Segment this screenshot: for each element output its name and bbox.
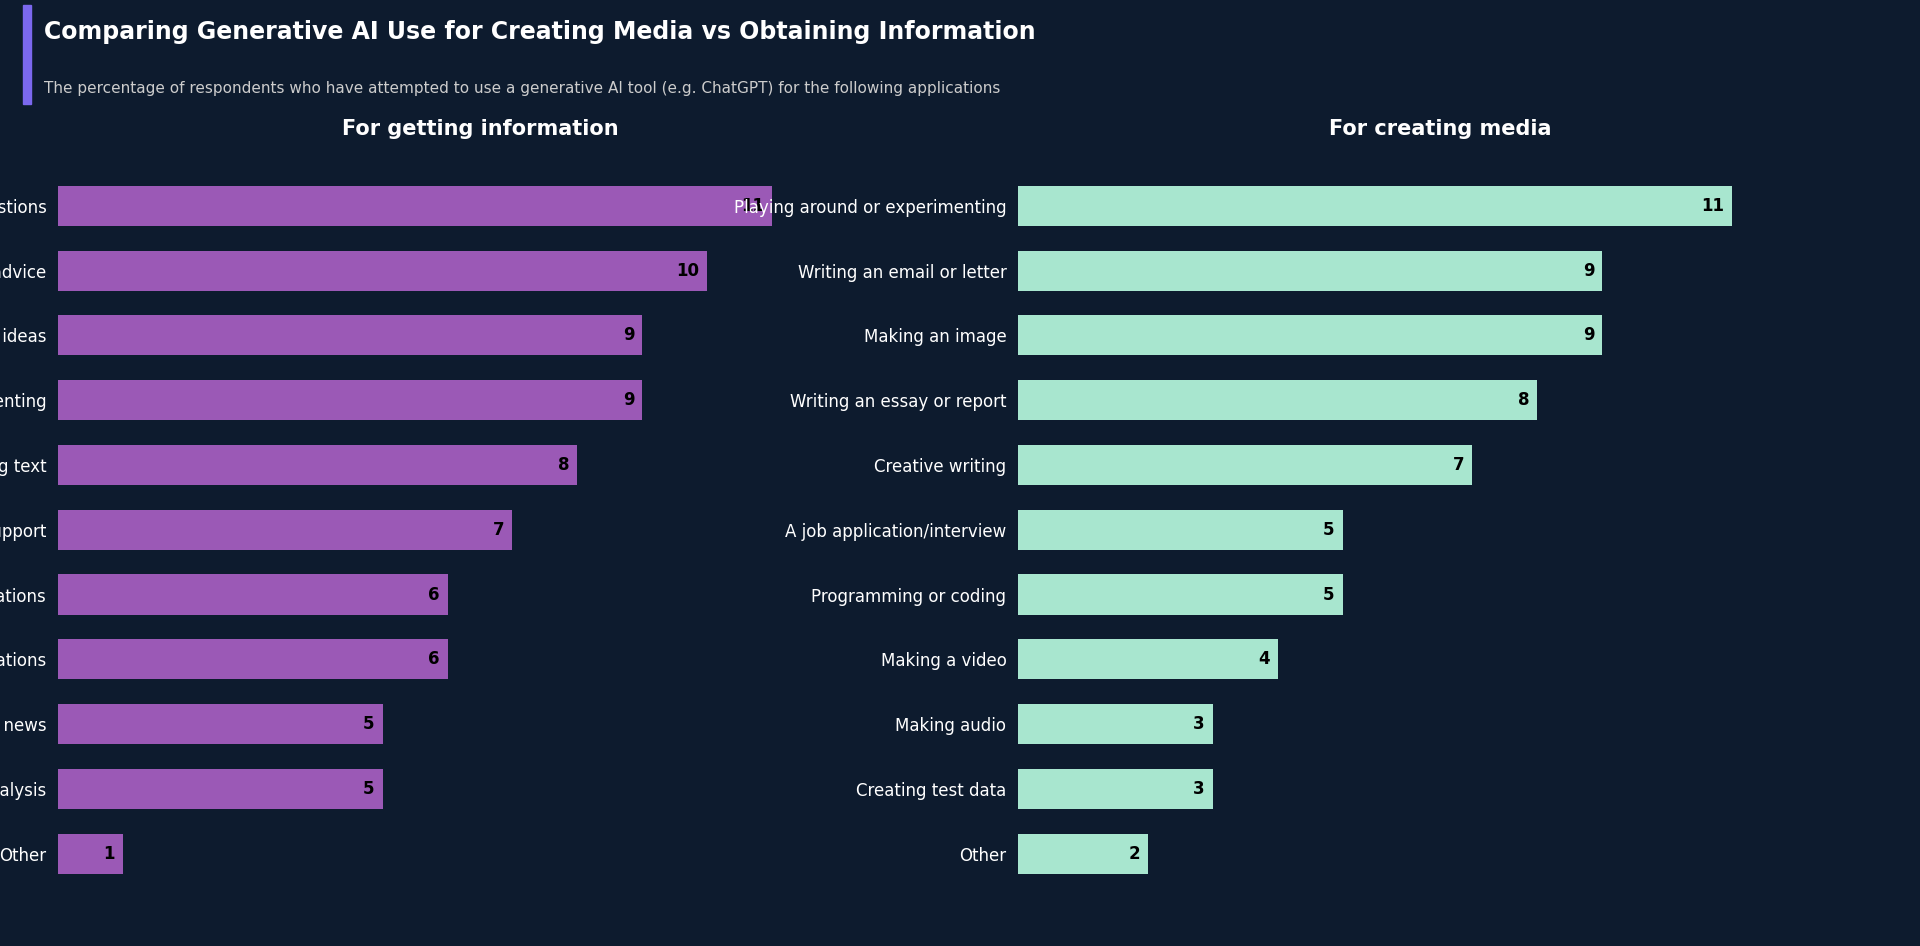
Bar [1018, 380, 1538, 420]
Text: 2: 2 [1129, 845, 1140, 863]
Bar [1018, 769, 1213, 809]
Text: 11: 11 [1701, 197, 1724, 215]
Bar [1018, 315, 1603, 356]
Text: 9: 9 [622, 326, 636, 344]
Text: 3: 3 [1192, 780, 1204, 797]
Text: 8: 8 [559, 456, 570, 474]
Text: 5: 5 [1323, 586, 1334, 604]
Text: 5: 5 [363, 780, 374, 797]
Text: 9: 9 [1582, 326, 1596, 344]
Text: 5: 5 [1323, 520, 1334, 539]
Bar [58, 510, 513, 550]
Bar [23, 5, 31, 104]
Bar [1018, 510, 1342, 550]
Text: 4: 4 [1258, 650, 1269, 668]
Bar [58, 704, 382, 745]
Bar [1018, 833, 1148, 874]
Bar [1018, 251, 1603, 290]
Bar [58, 315, 643, 356]
Text: 1: 1 [104, 845, 115, 863]
Bar [58, 185, 772, 226]
Text: 7: 7 [1453, 456, 1465, 474]
Text: 9: 9 [622, 392, 636, 410]
Bar [1018, 704, 1213, 745]
Bar [58, 639, 447, 679]
Text: Comparing Generative AI Use for Creating Media vs Obtaining Information: Comparing Generative AI Use for Creating… [44, 20, 1035, 44]
Text: 6: 6 [428, 650, 440, 668]
Title: For creating media: For creating media [1329, 118, 1551, 139]
Bar [58, 574, 447, 615]
Text: 3: 3 [1192, 715, 1204, 733]
Bar [1018, 574, 1342, 615]
Bar [1018, 639, 1277, 679]
Text: The percentage of respondents who have attempted to use a generative AI tool (e.: The percentage of respondents who have a… [44, 81, 1000, 96]
Bar [58, 445, 578, 485]
Text: 9: 9 [1582, 262, 1596, 280]
Text: 10: 10 [676, 262, 699, 280]
Title: For getting information: For getting information [342, 118, 618, 139]
Text: 7: 7 [493, 520, 505, 539]
Text: 8: 8 [1519, 392, 1530, 410]
Text: 5: 5 [363, 715, 374, 733]
Bar [58, 769, 382, 809]
Text: 11: 11 [741, 197, 764, 215]
Bar [1018, 445, 1473, 485]
Bar [1018, 185, 1732, 226]
Bar [58, 833, 123, 874]
Bar [58, 380, 643, 420]
Bar [58, 251, 707, 290]
Text: 6: 6 [428, 586, 440, 604]
